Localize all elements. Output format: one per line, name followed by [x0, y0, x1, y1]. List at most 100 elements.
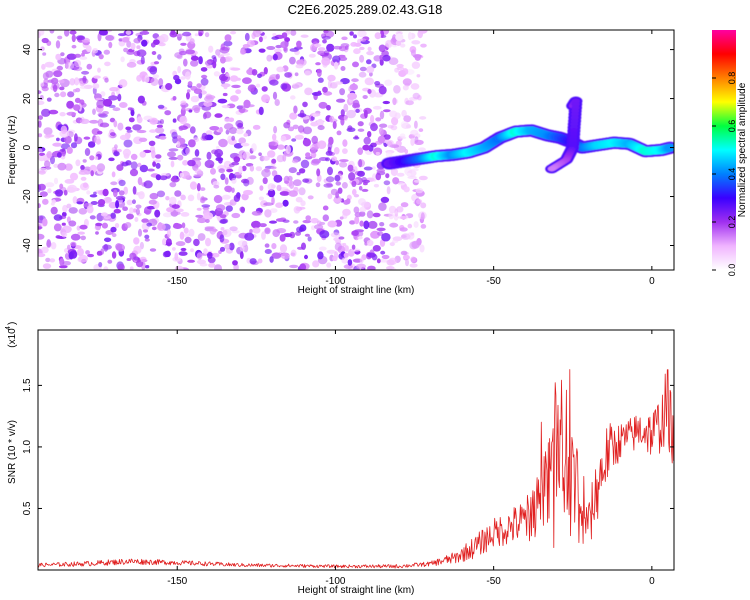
- noise-speckle: [173, 74, 180, 81]
- noise-speckle: [323, 50, 330, 55]
- noise-speckle: [185, 147, 191, 155]
- noise-speckle: [66, 111, 77, 116]
- noise-speckle: [393, 85, 401, 94]
- noise-speckle: [86, 190, 91, 195]
- noise-speckle: [182, 31, 192, 37]
- noise-speckle: [190, 59, 199, 67]
- noise-speckle: [57, 35, 63, 40]
- noise-speckle: [117, 93, 122, 102]
- noise-speckle: [325, 150, 333, 156]
- noise-speckle: [312, 113, 317, 118]
- noise-speckle: [233, 143, 243, 149]
- noise-speckle: [196, 183, 201, 192]
- noise-speckle: [339, 159, 349, 163]
- noise-speckle: [204, 226, 214, 230]
- noise-speckle: [411, 61, 421, 69]
- noise-speckle: [86, 205, 94, 214]
- noise-speckle: [284, 180, 289, 184]
- noise-speckle: [118, 179, 126, 187]
- noise-speckle: [174, 190, 182, 197]
- noise-speckle: [180, 100, 187, 106]
- noise-speckle: [103, 49, 111, 55]
- noise-speckle: [38, 90, 42, 95]
- noise-speckle: [363, 182, 368, 186]
- noise-speckle: [201, 132, 208, 140]
- noise-speckle: [83, 136, 91, 140]
- noise-speckle: [330, 188, 338, 196]
- noise-speckle: [60, 91, 67, 98]
- noise-speckle: [110, 226, 117, 233]
- noise-speckle: [367, 89, 372, 94]
- noise-speckle: [60, 148, 66, 152]
- noise-speckle: [121, 161, 129, 167]
- noise-speckle: [379, 110, 385, 120]
- noise-speckle: [336, 130, 342, 136]
- noise-speckle: [221, 194, 231, 200]
- noise-speckle: [199, 262, 208, 267]
- noise-speckle: [338, 54, 346, 58]
- noise-speckle: [56, 152, 62, 158]
- noise-speckle: [312, 260, 320, 268]
- noise-speckle: [146, 222, 152, 227]
- noise-speckle: [304, 70, 311, 76]
- noise-speckle: [175, 208, 184, 213]
- noise-speckle: [205, 237, 211, 247]
- noise-speckle: [64, 135, 72, 144]
- noise-speckle: [172, 223, 183, 229]
- noise-speckle: [45, 134, 55, 138]
- noise-speckle: [41, 37, 49, 44]
- noise-speckle: [326, 249, 337, 254]
- noise-speckle: [198, 56, 203, 65]
- noise-speckle: [146, 168, 155, 172]
- noise-speckle: [226, 168, 234, 173]
- noise-speckle: [110, 212, 116, 219]
- noise-speckle: [347, 92, 357, 100]
- noise-speckle: [126, 40, 132, 48]
- noise-speckle: [124, 222, 132, 228]
- noise-speckle: [219, 234, 225, 243]
- noise-speckle: [168, 148, 179, 152]
- noise-speckle: [127, 107, 133, 111]
- colorbar-strip: [712, 30, 736, 270]
- noise-speckle: [76, 201, 83, 205]
- noise-speckle: [347, 259, 353, 266]
- noise-speckle: [215, 145, 220, 150]
- noise-speckle: [238, 165, 243, 174]
- heatmap-x-label: Height of straight line (km): [298, 285, 415, 296]
- noise-speckle: [244, 32, 250, 42]
- noise-speckle: [243, 179, 250, 187]
- noise-speckle: [108, 41, 113, 49]
- noise-speckle: [38, 253, 46, 258]
- noise-speckle: [200, 77, 209, 86]
- noise-speckle: [64, 163, 73, 171]
- noise-speckle: [143, 210, 151, 214]
- noise-speckle: [347, 164, 354, 172]
- noise-speckle: [400, 202, 409, 208]
- noise-speckle: [231, 135, 236, 141]
- y-tick-label: -20: [22, 189, 33, 204]
- noise-speckle: [333, 45, 343, 50]
- noise-speckle: [99, 122, 110, 128]
- noise-speckle: [294, 72, 299, 77]
- noise-speckle: [179, 115, 188, 125]
- noise-speckle: [61, 222, 66, 226]
- noise-speckle: [42, 72, 50, 80]
- noise-speckle: [139, 151, 147, 158]
- noise-speckle: [276, 154, 285, 163]
- noise-speckle: [126, 61, 137, 68]
- noise-speckle: [293, 105, 298, 114]
- noise-speckle: [132, 186, 137, 195]
- noise-speckle: [273, 174, 283, 183]
- noise-speckle: [405, 100, 414, 106]
- noise-speckle: [66, 146, 73, 154]
- noise-speckle: [322, 61, 328, 68]
- noise-speckle: [53, 177, 59, 185]
- noise-speckle: [172, 96, 177, 101]
- noise-speckle: [350, 248, 361, 252]
- noise-speckle: [118, 190, 125, 196]
- noise-speckle: [80, 235, 86, 241]
- noise-speckle: [380, 250, 386, 255]
- noise-speckle: [359, 206, 367, 213]
- noise-speckle: [215, 157, 224, 162]
- noise-speckle: [141, 39, 148, 47]
